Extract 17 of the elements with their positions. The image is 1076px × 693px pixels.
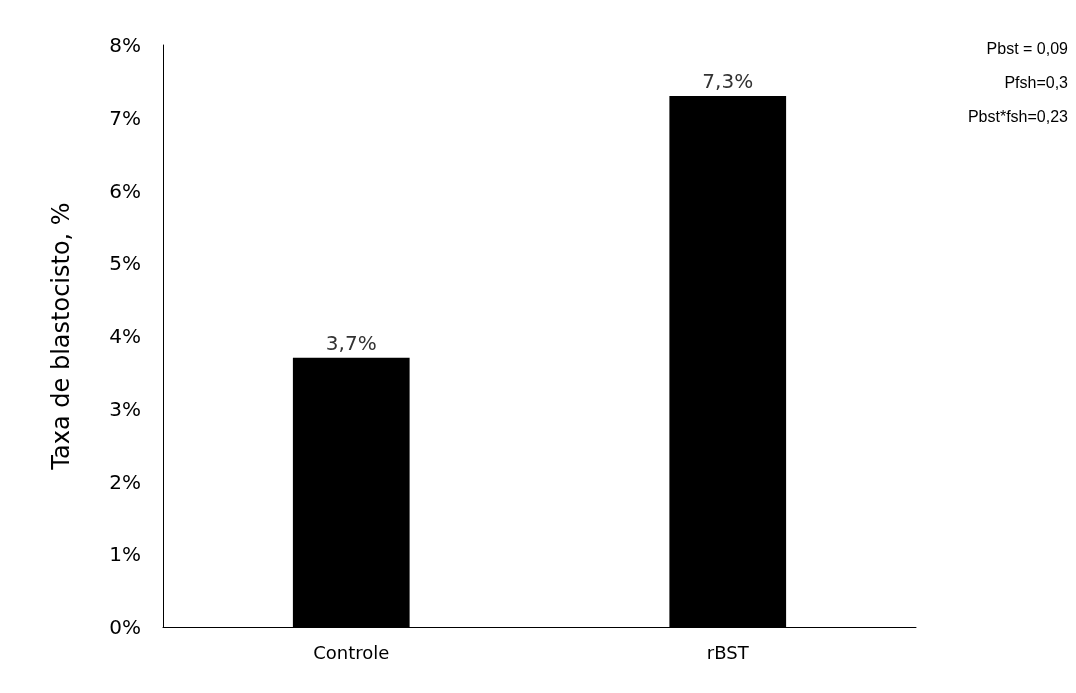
text: Pfsh=0,3 [1004,73,1069,91]
y-tick-label: 2% [109,469,141,494]
y-tick-label: 4% [109,324,141,348]
text: Pbst = 0,09 [986,39,1069,57]
x-tick-label: rBST [706,641,750,663]
y-tick-label: 5% [109,251,141,276]
text: Pbst*fsh=0,23 [967,107,1069,125]
x-tick-label: Controle [313,641,390,663]
y-tick-label: 0% [109,615,141,639]
data-label: 3,7% [325,330,377,355]
y-tick-label: 1% [109,542,141,567]
y-tick-label: 7% [109,105,141,130]
data-label: 7,3% [702,68,754,93]
y-tick-label: 6% [109,178,141,203]
y-axis-title: Taxa de blastocisto, % [47,202,75,471]
y-tick-label: 8% [109,33,141,57]
y-tick-label: 3% [109,396,141,421]
